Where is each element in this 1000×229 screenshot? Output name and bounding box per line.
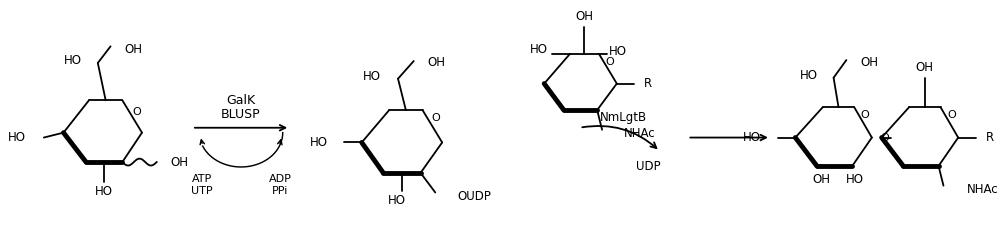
Text: OH: OH xyxy=(170,155,188,169)
Text: HO: HO xyxy=(743,131,761,144)
Text: NHAc: NHAc xyxy=(624,127,655,140)
Text: NHAc: NHAc xyxy=(967,183,999,196)
Text: UDP: UDP xyxy=(636,161,660,174)
Text: O: O xyxy=(133,106,141,117)
Text: NmLgtB: NmLgtB xyxy=(600,112,647,124)
Text: R: R xyxy=(986,131,994,144)
Text: HO: HO xyxy=(309,136,327,149)
Text: O: O xyxy=(947,110,956,120)
Text: O: O xyxy=(880,133,889,143)
Text: R: R xyxy=(644,77,652,90)
Text: HO: HO xyxy=(609,45,627,58)
Text: OH: OH xyxy=(124,43,142,56)
Text: HO: HO xyxy=(388,194,406,207)
FancyArrowPatch shape xyxy=(582,126,656,148)
Text: PPi: PPi xyxy=(272,185,288,196)
Text: GalK: GalK xyxy=(226,94,256,107)
Text: UTP: UTP xyxy=(191,185,213,196)
Text: O: O xyxy=(431,113,440,123)
Text: BLUSP: BLUSP xyxy=(221,107,261,120)
Text: HO: HO xyxy=(8,131,26,144)
Text: HO: HO xyxy=(95,185,113,198)
Text: HO: HO xyxy=(64,54,82,67)
Text: OUDP: OUDP xyxy=(457,190,491,203)
Text: OH: OH xyxy=(813,173,831,186)
Text: OH: OH xyxy=(427,57,445,69)
Text: O: O xyxy=(606,57,614,67)
Text: HO: HO xyxy=(530,43,548,56)
Text: OH: OH xyxy=(916,61,934,74)
Text: HO: HO xyxy=(800,69,818,82)
Text: ADP: ADP xyxy=(269,174,292,184)
Text: O: O xyxy=(861,110,869,120)
Text: HO: HO xyxy=(846,173,864,186)
Text: ATP: ATP xyxy=(192,174,212,184)
Text: HO: HO xyxy=(363,70,381,83)
Text: OH: OH xyxy=(575,10,593,23)
Text: OH: OH xyxy=(860,55,878,68)
